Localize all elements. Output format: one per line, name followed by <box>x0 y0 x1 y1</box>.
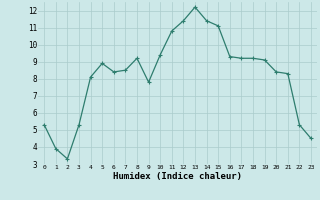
X-axis label: Humidex (Indice chaleur): Humidex (Indice chaleur) <box>113 172 242 181</box>
